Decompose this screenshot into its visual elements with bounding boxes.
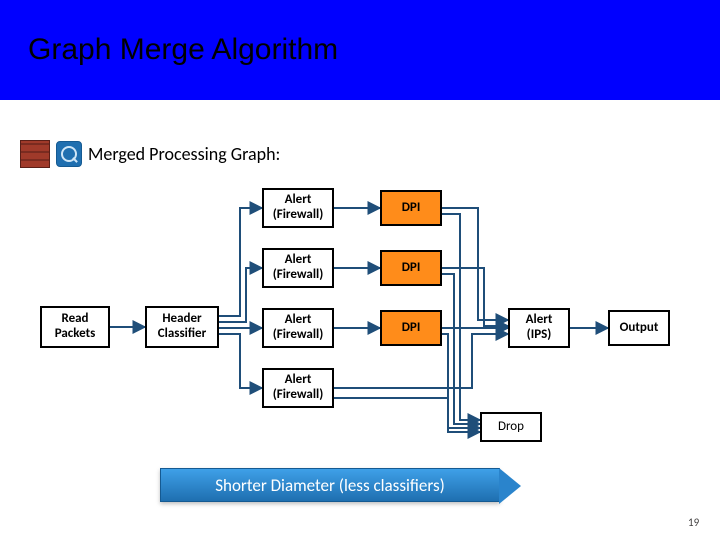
- edge-dpi2-aips: [442, 268, 508, 326]
- node-af1: Alert(Firewall): [262, 188, 334, 228]
- subheader-text: Merged Processing Graph:: [88, 143, 280, 165]
- edge-hdr-af4: [219, 334, 262, 388]
- node-af3: Alert(Firewall): [262, 308, 334, 348]
- node-out: Output: [608, 310, 670, 346]
- banner: Shorter Diameter (less classifiers): [160, 468, 500, 502]
- subheader: Merged Processing Graph:: [20, 140, 280, 168]
- edge-dpi1-aips: [442, 208, 508, 320]
- edge-hdr-af2: [219, 268, 262, 322]
- edge-dpi3-drop: [442, 334, 480, 428]
- inspect-icon: [56, 141, 82, 167]
- node-dpi2: DPI: [380, 250, 442, 286]
- node-read: ReadPackets: [40, 306, 110, 348]
- node-af4: Alert(Firewall): [262, 368, 334, 408]
- banner-text: Shorter Diameter (less classifiers): [160, 468, 500, 502]
- slide-title: Graph Merge Algorithm: [28, 33, 338, 67]
- firewall-icon: [20, 140, 50, 168]
- page-number: 19: [688, 516, 699, 529]
- node-hdr: HeaderClassifier: [145, 306, 219, 348]
- node-af2: Alert(Firewall): [262, 248, 334, 288]
- node-dpi3: DPI: [380, 310, 442, 346]
- node-aips: Alert(IPS): [508, 308, 570, 348]
- node-dpi1: DPI: [380, 190, 442, 226]
- node-drop: Drop: [480, 412, 542, 442]
- slide: Graph Merge Algorithm Merged Processing …: [0, 0, 720, 540]
- edge-hdr-af1: [219, 208, 262, 316]
- edge-dpi1-drop: [442, 214, 480, 420]
- edge-dpi2-drop: [442, 274, 480, 424]
- title-band: Graph Merge Algorithm: [0, 0, 720, 100]
- edge-af4-drop: [334, 398, 480, 432]
